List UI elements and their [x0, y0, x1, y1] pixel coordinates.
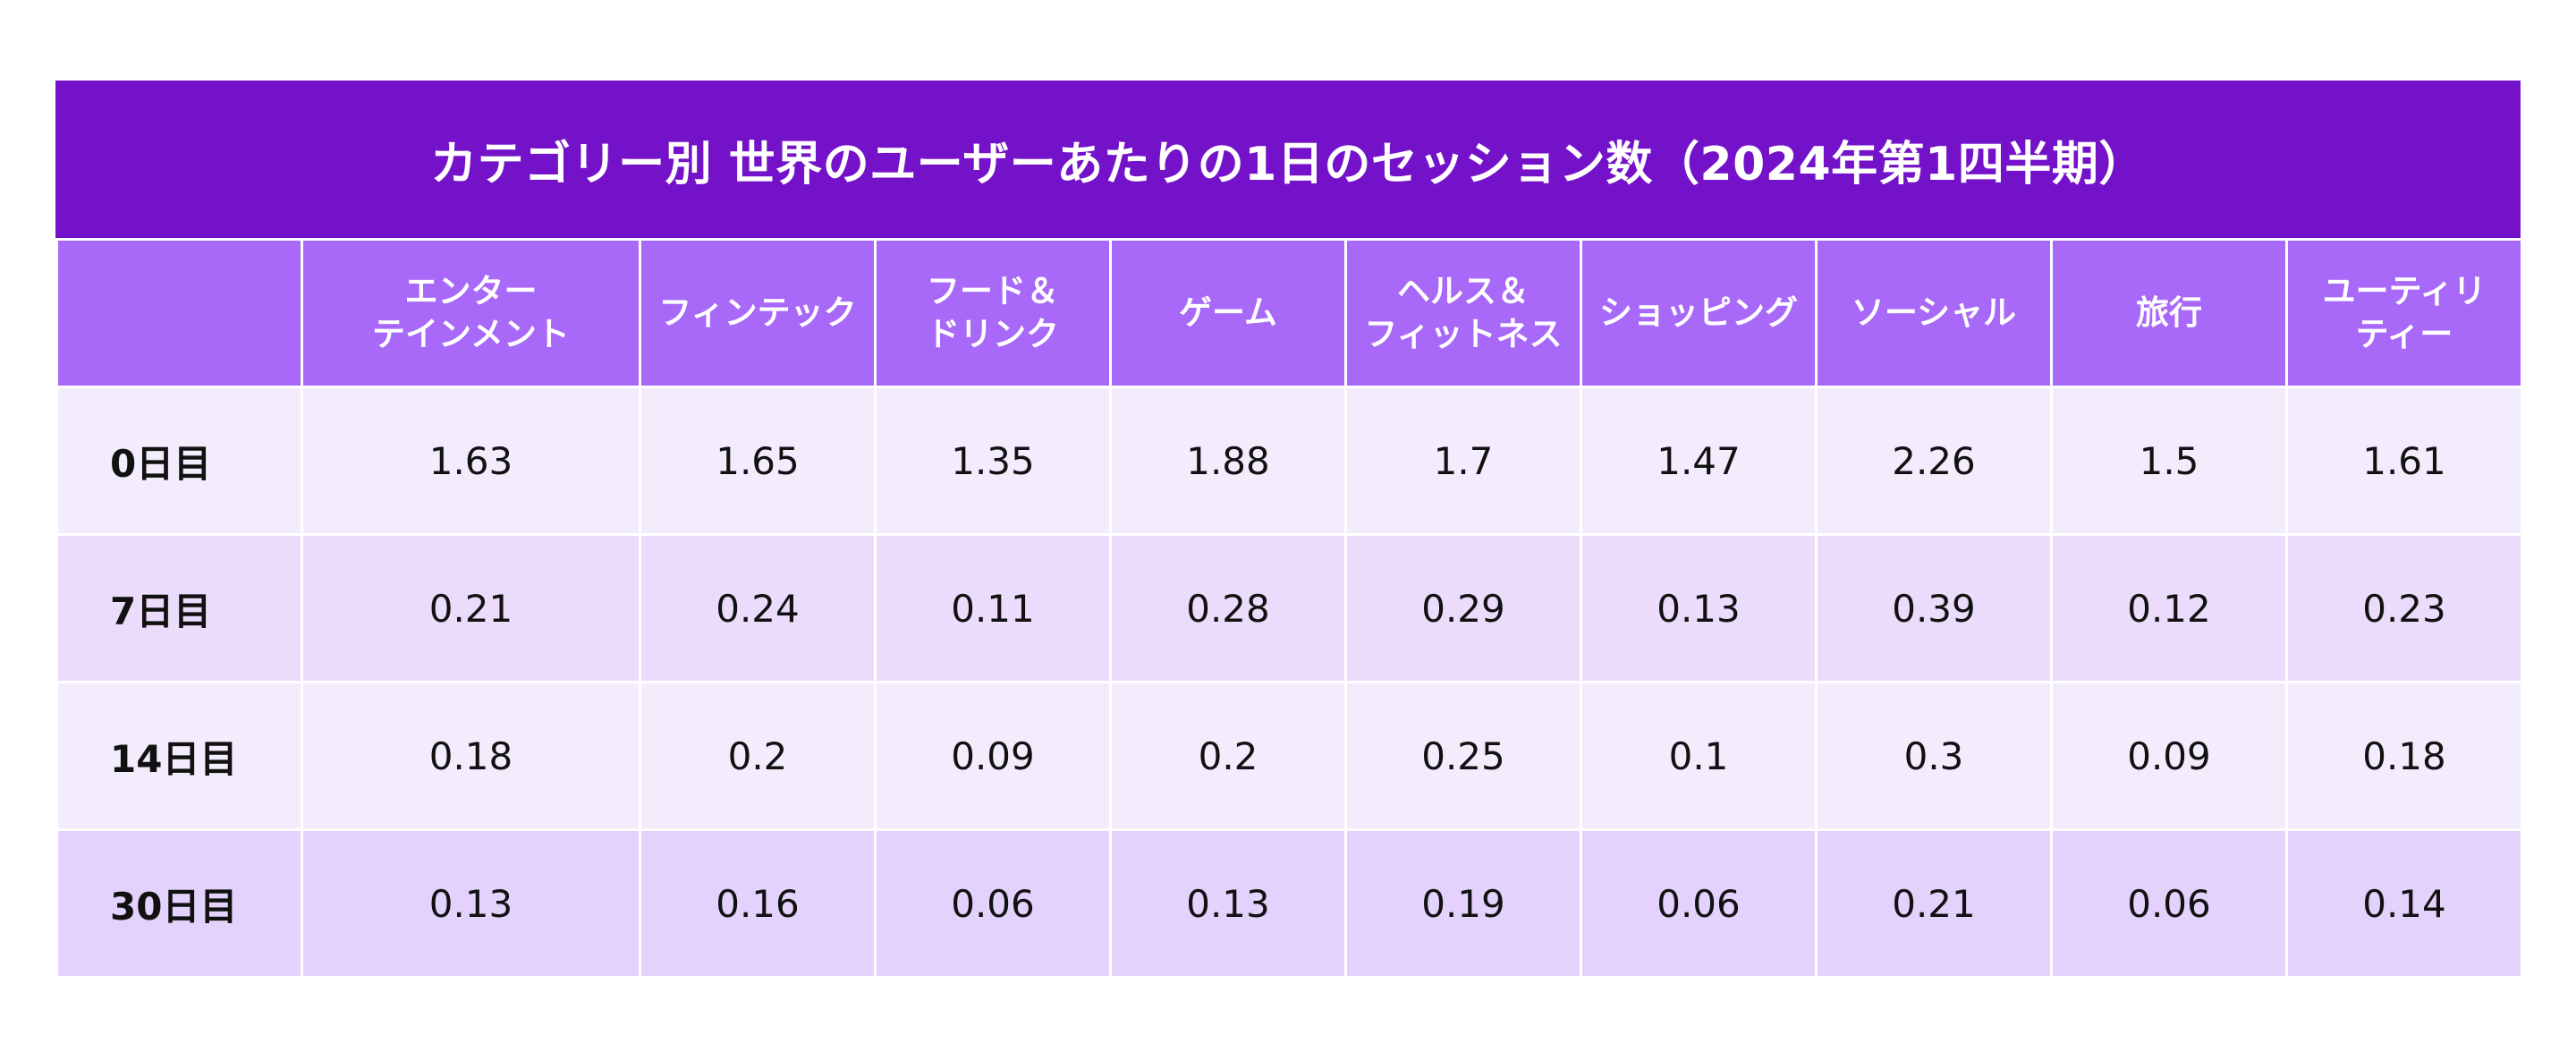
row-label: 14日目: [55, 681, 303, 831]
value-cell: 0.13: [1580, 533, 1818, 683]
value-cell: 0.21: [301, 533, 641, 683]
table-title: カテゴリー別 世界のユーザーあたりの1日のセッション数（2024年第1四半期）: [55, 81, 2521, 238]
row-label: 0日目: [55, 386, 303, 536]
table-row: 30日目 0.13 0.16 0.06 0.13 0.19 0.06 0.21 …: [55, 828, 2523, 979]
value-cell: 0.28: [1109, 533, 1347, 683]
data-table-container: カテゴリー別 世界のユーザーあたりの1日のセッション数（2024年第1四半期） …: [55, 81, 2523, 979]
header-cell: ヘルス＆ フィットネス: [1344, 238, 1582, 388]
value-cell: 0.19: [1344, 828, 1582, 979]
value-cell: 0.23: [2285, 533, 2523, 683]
value-cell: 1.65: [639, 386, 877, 536]
value-cell: 1.47: [1580, 386, 1818, 536]
header-cell: [55, 238, 303, 388]
table-header-row: エンター テインメント フィンテック フード＆ ドリンク ゲーム ヘルス＆ フィ…: [55, 238, 2523, 388]
header-cell: ソーシャル: [1815, 238, 2053, 388]
value-cell: 0.2: [639, 681, 877, 831]
value-cell: 1.63: [301, 386, 641, 536]
value-cell: 0.3: [1815, 681, 2053, 831]
table-row: 14日目 0.18 0.2 0.09 0.2 0.25 0.1 0.3 0.09…: [55, 681, 2523, 831]
value-cell: 1.61: [2285, 386, 2523, 536]
row-label: 30日目: [55, 828, 303, 979]
value-cell: 0.12: [2050, 533, 2288, 683]
value-cell: 0.16: [639, 828, 877, 979]
table-row: 0日目 1.63 1.65 1.35 1.88 1.7 1.47 2.26 1.…: [55, 386, 2523, 536]
value-cell: 0.13: [301, 828, 641, 979]
value-cell: 0.18: [2285, 681, 2523, 831]
value-cell: 2.26: [1815, 386, 2053, 536]
table-row: 7日目 0.21 0.24 0.11 0.28 0.29 0.13 0.39 0…: [55, 533, 2523, 683]
value-cell: 1.7: [1344, 386, 1582, 536]
value-cell: 0.18: [301, 681, 641, 831]
value-cell: 0.06: [1580, 828, 1818, 979]
header-cell: フィンテック: [639, 238, 877, 388]
header-cell: ショッピング: [1580, 238, 1818, 388]
value-cell: 0.09: [2050, 681, 2288, 831]
value-cell: 0.14: [2285, 828, 2523, 979]
header-cell: エンター テインメント: [301, 238, 641, 388]
header-cell: ゲーム: [1109, 238, 1347, 388]
value-cell: 0.25: [1344, 681, 1582, 831]
value-cell: 0.06: [874, 828, 1112, 979]
row-label: 7日目: [55, 533, 303, 683]
value-cell: 0.13: [1109, 828, 1347, 979]
value-cell: 0.24: [639, 533, 877, 683]
header-cell: 旅行: [2050, 238, 2288, 388]
header-cell: ユーティリ ティー: [2285, 238, 2523, 388]
value-cell: 0.11: [874, 533, 1112, 683]
value-cell: 0.21: [1815, 828, 2053, 979]
value-cell: 0.1: [1580, 681, 1818, 831]
value-cell: 1.88: [1109, 386, 1347, 536]
header-cell: フード＆ ドリンク: [874, 238, 1112, 388]
value-cell: 0.06: [2050, 828, 2288, 979]
data-table: エンター テインメント フィンテック フード＆ ドリンク ゲーム ヘルス＆ フィ…: [55, 238, 2523, 979]
value-cell: 0.39: [1815, 533, 2053, 683]
value-cell: 0.29: [1344, 533, 1582, 683]
value-cell: 0.09: [874, 681, 1112, 831]
value-cell: 1.5: [2050, 386, 2288, 536]
value-cell: 0.2: [1109, 681, 1347, 831]
value-cell: 1.35: [874, 386, 1112, 536]
